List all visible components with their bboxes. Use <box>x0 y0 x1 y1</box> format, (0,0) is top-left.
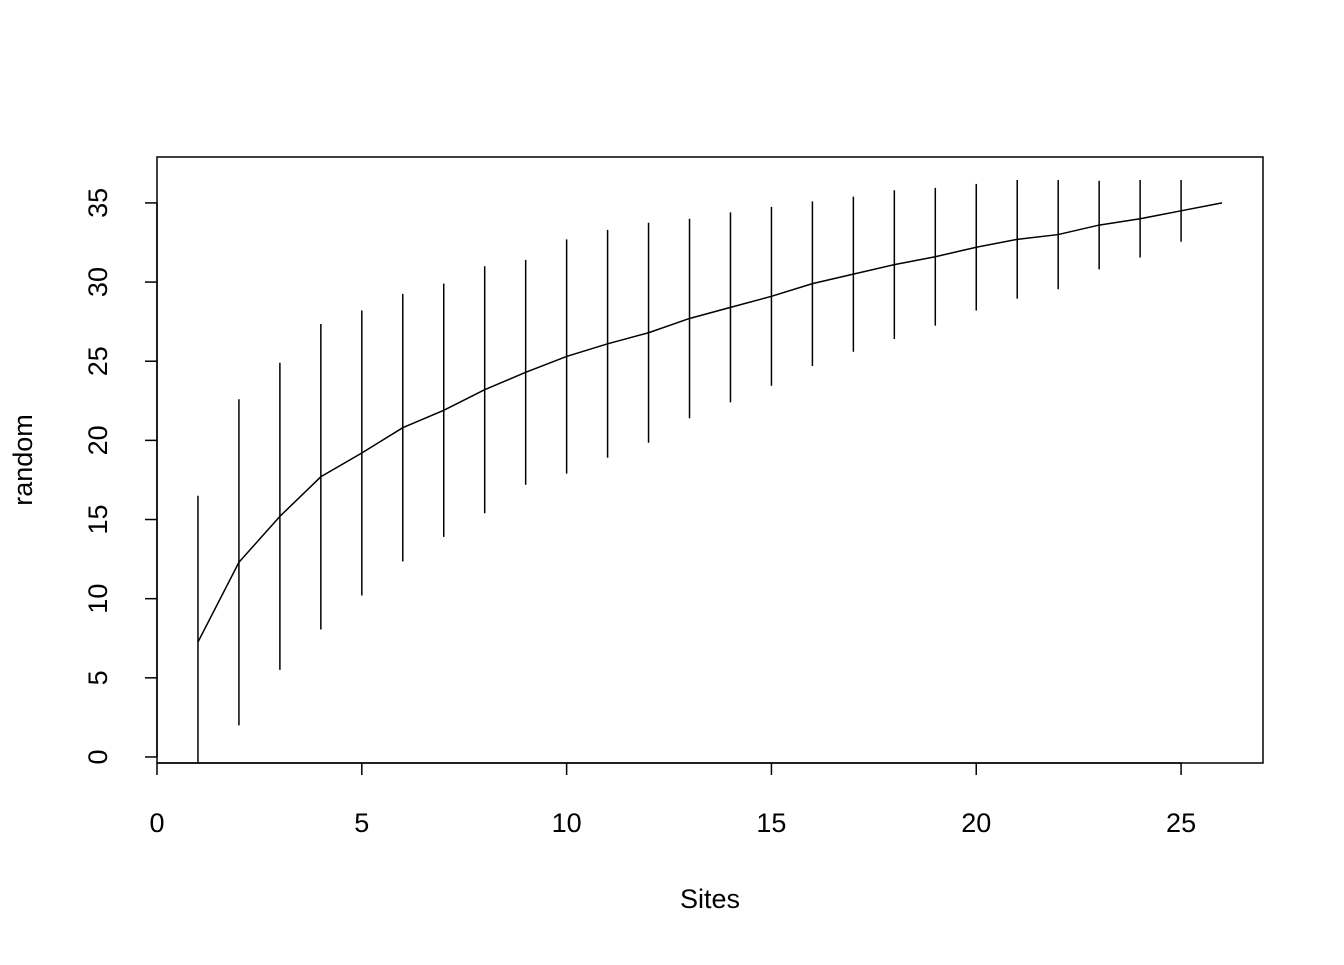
y-tick-label: 5 <box>83 670 113 685</box>
x-tick-label: 0 <box>149 808 164 838</box>
y-axis-label: random <box>8 414 38 506</box>
data-line <box>197 202 1223 643</box>
y-tick-label: 0 <box>83 749 113 764</box>
x-tick-label: 5 <box>354 808 369 838</box>
x-axis-label: Sites <box>680 884 740 914</box>
x-tick-label: 20 <box>961 808 991 838</box>
y-tick-label: 30 <box>83 267 113 297</box>
y-tick-label: 10 <box>83 584 113 614</box>
x-tick-label: 10 <box>552 808 582 838</box>
plot-box <box>156 156 1264 764</box>
x-tick-label: 25 <box>1166 808 1196 838</box>
y-tick-label: 15 <box>83 505 113 535</box>
y-tick-label: 25 <box>83 346 113 376</box>
x-tick-label: 15 <box>756 808 786 838</box>
plot-area <box>197 179 1223 763</box>
y-tick-label: 35 <box>83 188 113 218</box>
y-tick-label: 20 <box>83 425 113 455</box>
